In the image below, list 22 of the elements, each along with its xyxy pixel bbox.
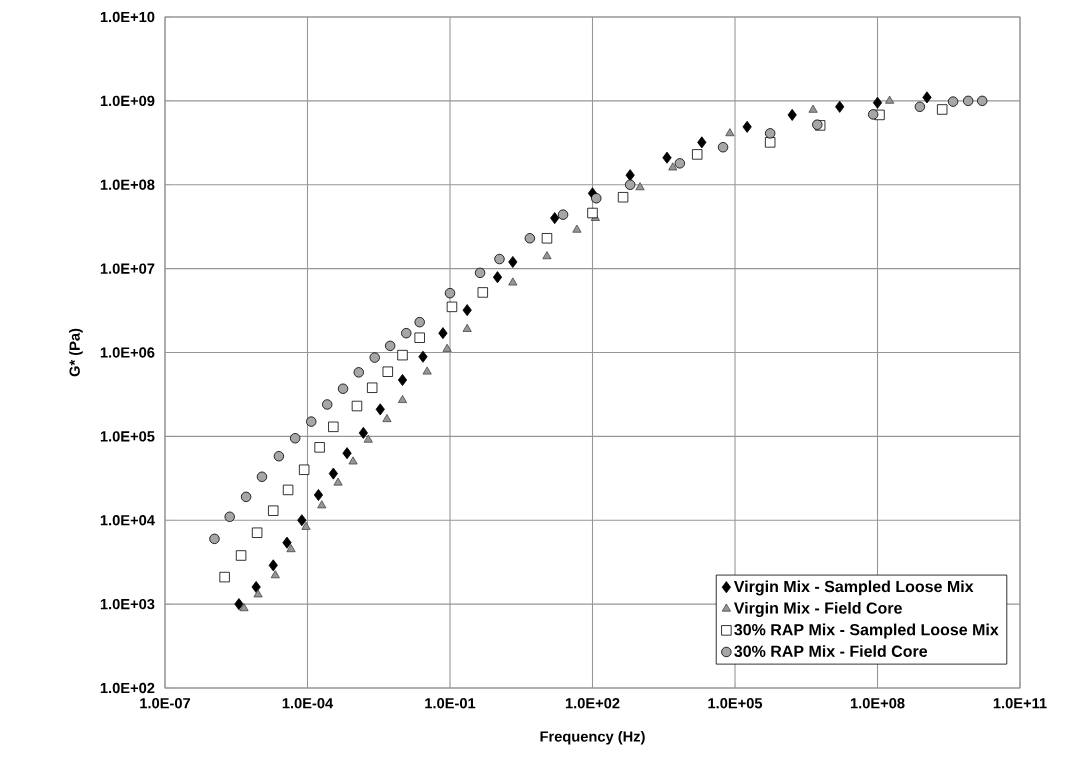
y-tick-label: 1.0E+05 bbox=[100, 431, 155, 442]
y-tick-label: 1.0E+03 bbox=[100, 598, 155, 610]
legend-label: 30% RAP Mix - Field Core bbox=[734, 645, 928, 657]
x-tick-label: 1.0E+05 bbox=[708, 698, 763, 709]
x-tick-label: 1.0E-07 bbox=[140, 698, 191, 709]
legend-label: 30% RAP Mix - Sampled Loose Mix bbox=[734, 623, 999, 639]
y-axis-title: G* (Pa) bbox=[69, 328, 83, 377]
x-tick-label: 1.0E+08 bbox=[850, 698, 905, 709]
x-tick-label: 1.0E-04 bbox=[282, 698, 334, 709]
y-tick-label: 1.0E+08 bbox=[100, 179, 155, 190]
y-tick-label: 1.0E+07 bbox=[100, 263, 155, 274]
y-tick-label: 1.0E+02 bbox=[100, 682, 155, 694]
legend-label: Virgin Mix - Sampled Loose Mix bbox=[733, 580, 974, 596]
x-tick-label: 1.0E+11 bbox=[993, 698, 1047, 709]
x-axis-title: Frequency (Hz) bbox=[540, 730, 645, 745]
y-tick-label: 1.0E+04 bbox=[100, 515, 155, 526]
y-tick-label: 1.0E+06 bbox=[100, 347, 155, 358]
y-tick-label: 1.0E+09 bbox=[100, 95, 155, 107]
y-tick-label: 1.0E+10 bbox=[100, 11, 155, 23]
x-tick-label: 1.0E+02 bbox=[565, 698, 620, 709]
x-tick-label: 1.0E-01 bbox=[425, 698, 476, 709]
legend-label: Virgin Mix - Field Core bbox=[733, 602, 902, 617]
